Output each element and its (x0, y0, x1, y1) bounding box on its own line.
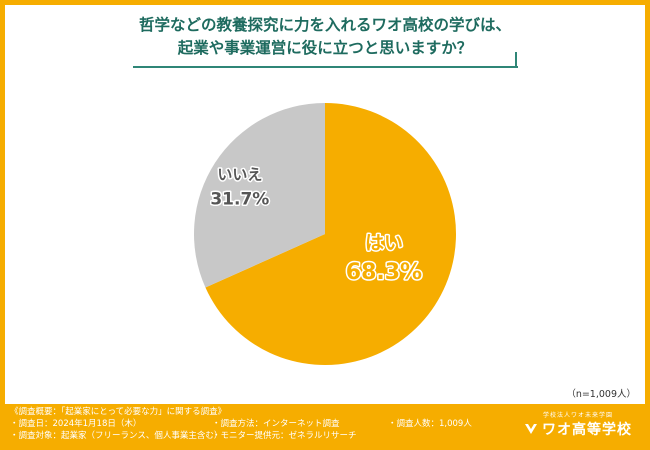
footer-date: ・調査日：2024年1月18日（木） (10, 419, 142, 429)
pie-slice-yes (205, 103, 456, 365)
pie-slice-no (194, 103, 325, 288)
pie-label-name-no: いいえ (217, 166, 262, 184)
logo-text: ワオ高等学校 (542, 422, 632, 438)
footer-method: ・調査方法：インターネット調査 (212, 419, 340, 429)
footer-count: ・調査人数：1,009人 (388, 419, 472, 429)
title-underline-tick (515, 52, 517, 68)
logo-mark-icon (525, 424, 537, 434)
chart-title-line-2: 起業や事業運営に役に立つと思いますか？ (177, 39, 473, 57)
school-logo: 学校法人ワオ未来学園 ワオ高等学校 (524, 410, 632, 439)
title-underline (133, 66, 518, 68)
pie-chart: はい 68.3% いいえ 31.7% (194, 103, 456, 365)
chart-title: 哲学などの教養探究に力を入れるワオ高校の学びは、 起業や事業運営に役に立つと思い… (133, 14, 517, 68)
logo-name-row: ワオ高等学校 (524, 419, 632, 439)
pie-label-value-yes: 68.3% (346, 260, 422, 285)
footer-target: ・調査対象：起業家（フリーランス、個人事業主含む） (10, 431, 223, 441)
chart-title-line-1: 哲学などの教養探究に力を入れるワオ高校の学びは、 (138, 16, 511, 34)
pie-label-value-no: 31.7% (210, 190, 269, 210)
footer-heading: 《調査概要：「起業家にとって必要な力」に関する調査》 (10, 407, 227, 417)
footer-provider: ・モニター提供元：ゼネラルリサーチ (212, 431, 357, 441)
logo-subtitle: 学校法人ワオ未来学園 (542, 412, 613, 419)
sample-size-note: （n=1,009人） (566, 389, 636, 400)
pie-slices (194, 103, 456, 365)
survey-footer: 《調査概要：「起業家にとって必要な力」に関する調査》 ・調査日：2024年1月1… (0, 404, 650, 450)
pie-labels: はい 68.3% いいえ 31.7% (209, 164, 424, 286)
pie-label-name-yes: はい (365, 232, 403, 254)
title-block: 哲学などの教養探究に力を入れるワオ高校の学びは、 起業や事業運営に役に立つと思い… (0, 14, 650, 68)
